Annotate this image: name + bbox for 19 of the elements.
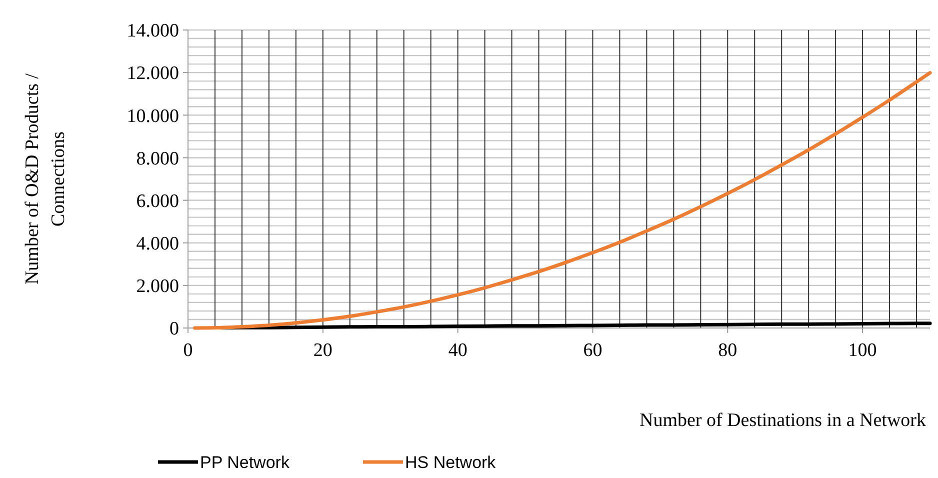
x-tick-label: 0	[183, 340, 193, 361]
x-tick-label: 60	[583, 340, 602, 361]
y-tick-label: 10.000	[126, 106, 179, 127]
y-tick-label: 0	[170, 318, 179, 340]
x-tick-label: 80	[718, 340, 738, 361]
legend-label: HS Network	[405, 453, 496, 472]
line-series	[192, 71, 932, 330]
x-tick-label: 40	[448, 340, 468, 361]
x-tick-label: 100	[848, 340, 877, 361]
y-tick-label: 2.000	[136, 276, 179, 298]
y-tick-label: 12.000	[126, 63, 179, 84]
y-tick-label: 14.000	[126, 20, 179, 42]
y-axis-title: Number of O&D Products / Connections	[22, 72, 69, 285]
legend-label: PP Network	[200, 453, 290, 472]
x-tick-label: 20	[313, 340, 332, 361]
y-tick-label: 8.000	[136, 148, 179, 170]
x-axis-title: Number of Destinations in a Network	[639, 410, 926, 431]
y-tick-label: 4.000	[136, 234, 179, 255]
y-tick-label: 6.000	[136, 190, 179, 212]
